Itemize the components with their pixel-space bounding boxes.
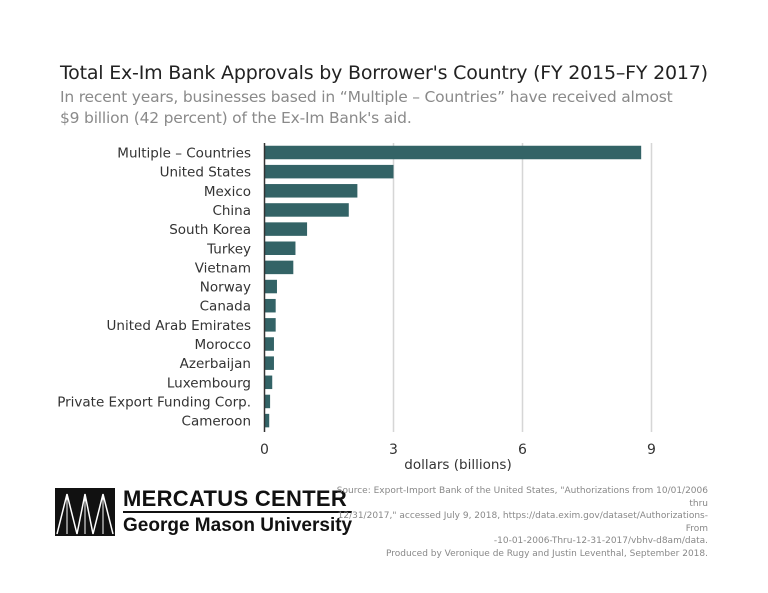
bar [264,337,274,351]
bar [264,184,358,198]
bar [264,260,294,275]
category-label: United Arab Emirates [107,318,251,334]
bar [264,318,276,332]
bar [264,203,349,217]
category-label: Mexico [204,184,251,200]
category-label: Azerbaijan [180,356,251,372]
logo-mark-icon [55,488,115,536]
category-label: Turkey [206,241,251,257]
category-label: Vietnam [195,260,251,276]
x-tick-label: 0 [260,442,269,458]
category-label: Multiple – Countries [117,146,251,162]
source-line: -10-01-2006-Thru-12-31-2017/vbhv-d8am/da… [493,536,708,546]
chart-title: Total Ex-Im Bank Approvals by Borrower's… [60,62,708,84]
bar [264,394,271,409]
bar [264,413,270,428]
source-note: Source: Export-Import Bank of the United… [328,485,708,560]
chart-subtitle-line-1: In recent years, businesses based in “Mu… [60,88,673,106]
category-label: United States [160,165,251,181]
bar [264,356,274,370]
category-label: South Korea [169,222,251,238]
category-label: Cameroon [182,414,251,430]
mercatus-logo: MERCATUS CENTER George Mason University [55,486,353,537]
bar [264,145,642,160]
x-tick-label: 9 [647,442,656,458]
logo-line-2: George Mason University [123,511,353,537]
bar-chart: 0 3 6 9 Multiple – Countries United States Mex… [57,143,656,473]
category-label: Morocco [194,337,251,353]
category-label: China [212,203,251,219]
category-label: Private Export Funding Corp. [57,394,251,410]
category-label: Norway [200,280,251,296]
x-tick-label: 6 [518,442,527,458]
source-line: Source: Export-Import Bank of the United… [336,486,708,509]
chart-subtitle-line-2: $9 billion (42 percent) of the Ex-Im Ban… [60,109,412,127]
category-label: Canada [200,299,251,315]
x-axis-label: dollars (billions) [404,457,511,473]
bar [264,164,394,179]
source-line: Produced by Veronique de Rugy and Justin… [386,548,708,559]
x-tick-label: 3 [389,442,398,458]
bar [264,222,308,236]
logo-line-1: MERCATUS CENTER [123,486,348,511]
bar [264,375,273,390]
category-label: Luxembourg [167,375,251,391]
bar [264,241,296,255]
bar [264,298,276,313]
bar [264,279,277,294]
source-line: 12/31/2017," accessed July 9, 2018, http… [337,511,708,534]
